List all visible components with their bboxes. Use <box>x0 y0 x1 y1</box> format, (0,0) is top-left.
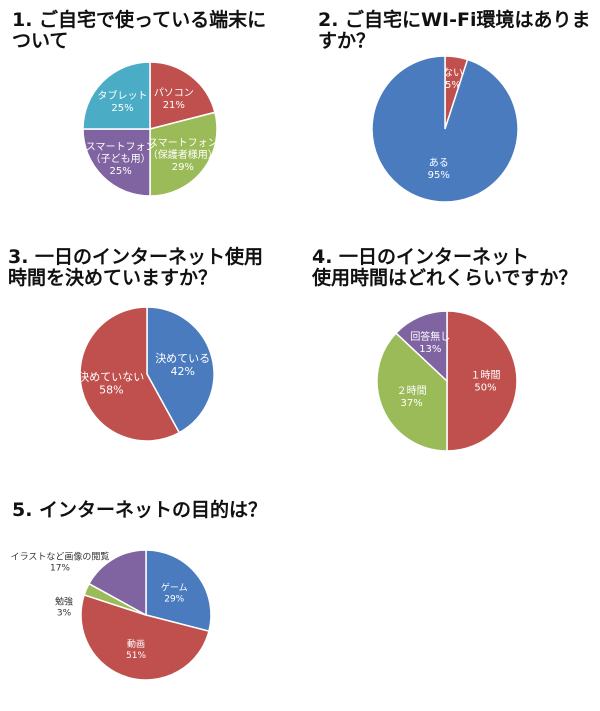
pie-4-label-3: 回答無し 13% <box>410 330 450 355</box>
pie-1: パソコン 21% スマートフォン（保護者様用） 29%スマートフォン（子ども用） 25%… <box>82 61 218 197</box>
q2-title: 2. ご自宅にWI-Fi環境はありま すか？ <box>318 9 591 52</box>
pie-3: 決めている 42% 決めていない 58% <box>78 306 215 442</box>
pie-2-slice-2 <box>371 55 519 203</box>
pie-1-slice-4 <box>82 61 151 130</box>
pie-5-slice-1 <box>145 549 212 633</box>
pie-5-label-1: ゲーム 29% <box>161 582 188 605</box>
pie-3-slice-1 <box>146 306 215 434</box>
pie-4-label-1: １時間 50% <box>471 370 501 394</box>
pie-1-slice-3 <box>82 128 151 197</box>
pie-4-slice-3 <box>394 310 448 383</box>
pie-3-slice-2 <box>79 306 181 442</box>
pie-5-slice-4 <box>88 549 147 617</box>
pie-1-label-1: パソコン 21% <box>154 87 194 111</box>
pie-5-label-2: 動画 51% <box>126 639 146 661</box>
pie-3-label-2: 決めていない 58% <box>78 371 144 397</box>
q4-title: 4. 一日のインターネット 使用時間はどれくらいですか？ <box>312 246 578 289</box>
pie-5-slice-2 <box>80 593 210 681</box>
pie-4-label-2: ２時間 37% <box>397 385 427 409</box>
pie-5-label-4: イラストなど画像の閲覧 17% <box>11 551 110 574</box>
pie-1-slice-1 <box>149 61 216 130</box>
pie-1-label-4: タブレット 25% <box>98 89 148 114</box>
pie-5: ゲーム 29% 動画 51% 勉強 3% イラストなど画像の閲覧 17% <box>11 549 212 681</box>
pie-1-label-3: スマートフォン（子ども用） 25% <box>86 142 156 177</box>
pie-2-label-2: ある 95% <box>428 157 450 181</box>
pie-2-label-1: ない 5% <box>443 67 463 91</box>
pie-1-slice-2 <box>149 111 218 197</box>
pie-4-slice-2 <box>376 332 448 452</box>
pie-2: ない 5% ある 95% <box>371 55 519 203</box>
pie-1-label-2: スマートフォン（保護者様用） 29% <box>148 138 218 173</box>
pie-4: １時間 50% ２時間 37% 回答無し 13% <box>376 310 518 452</box>
pie-4-slice-1 <box>446 310 518 452</box>
q1-title: 1. ご自宅で使っている端末に ついて <box>12 9 267 52</box>
pie-5-label-3: 勉強 3% <box>55 596 73 619</box>
pie-3-label-1: 決めている 42% <box>155 352 210 378</box>
q3-title: 3. 一日のインターネット使用 時間を決めていますか？ <box>8 246 264 289</box>
q5-title: 5. インターネットの目的は？ <box>12 499 268 521</box>
